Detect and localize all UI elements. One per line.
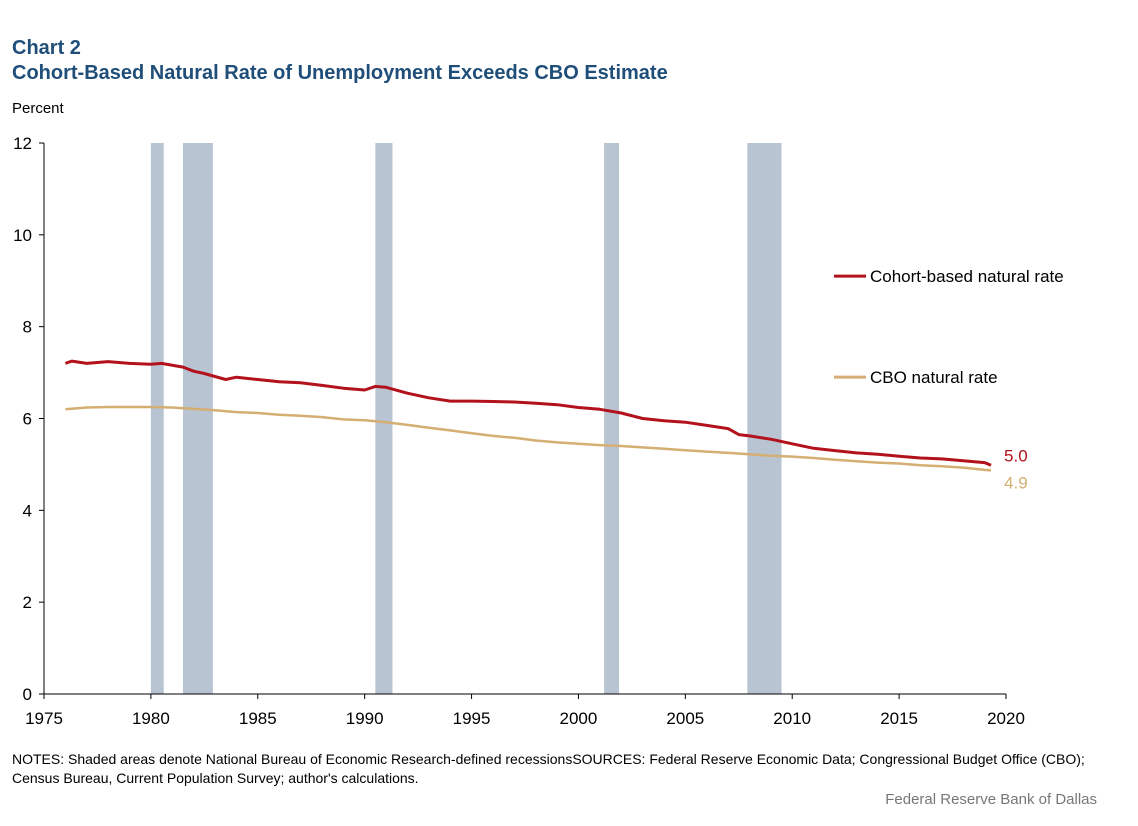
chart-number: Chart 2 [12, 37, 81, 59]
x-tick-label-1990: 1990 [346, 709, 384, 728]
series-lines [64, 359, 992, 472]
recession-band-1 [182, 143, 213, 694]
recession-shading [150, 143, 782, 694]
recession-band-2 [375, 143, 393, 694]
recession-band-0 [150, 143, 164, 694]
x-tick-label-2005: 2005 [666, 709, 704, 728]
x-tick-label-1995: 1995 [453, 709, 491, 728]
y-tick-label-2: 2 [23, 593, 32, 612]
y-tick-label-8: 8 [23, 318, 32, 337]
y-tick-label-10: 10 [13, 226, 32, 245]
legend: Cohort-based natural rate CBO natural rat… [834, 267, 1064, 387]
legend-label-1: CBO natural rate [870, 368, 998, 387]
y-tick-label-6: 6 [23, 410, 32, 429]
x-tick-label-2015: 2015 [880, 709, 918, 728]
y-tick-label-0: 0 [23, 685, 32, 704]
chart-title: Cohort-Based Natural Rate of Unemploymen… [12, 62, 668, 84]
series-line-1 [65, 405, 992, 472]
series-labels: 5.04.9 [1004, 446, 1028, 492]
x-tick-label-2000: 2000 [560, 709, 598, 728]
series-end-label-1: 4.9 [1004, 473, 1028, 492]
chart-notes: NOTES: Shaded areas denote National Bure… [12, 751, 1085, 786]
x-tick-label-1980: 1980 [132, 709, 170, 728]
series-end-label-0: 5.0 [1004, 446, 1028, 465]
axes: 0 2 4 6 8 10 12 1975 1980 1985 1990 1995 2000 2005 201… [13, 134, 1025, 728]
y-axis-unit-label: Percent [12, 100, 64, 117]
x-tick-label-1985: 1985 [239, 709, 277, 728]
x-tick-label-2010: 2010 [773, 709, 811, 728]
recession-band-3 [604, 143, 620, 694]
series-line-0 [64, 359, 992, 467]
y-tick-label-4: 4 [23, 501, 32, 520]
x-tick-label-1975: 1975 [25, 709, 63, 728]
y-tick-label-12: 12 [13, 134, 32, 153]
source-credit: Federal Reserve Bank of Dallas [885, 791, 1097, 808]
x-tick-label-2020: 2020 [987, 709, 1025, 728]
recession-band-4 [747, 143, 782, 694]
legend-label-0: Cohort-based natural rate [870, 267, 1064, 286]
title-block: Chart 2 Cohort-Based Natural Rate of Une… [12, 36, 668, 86]
